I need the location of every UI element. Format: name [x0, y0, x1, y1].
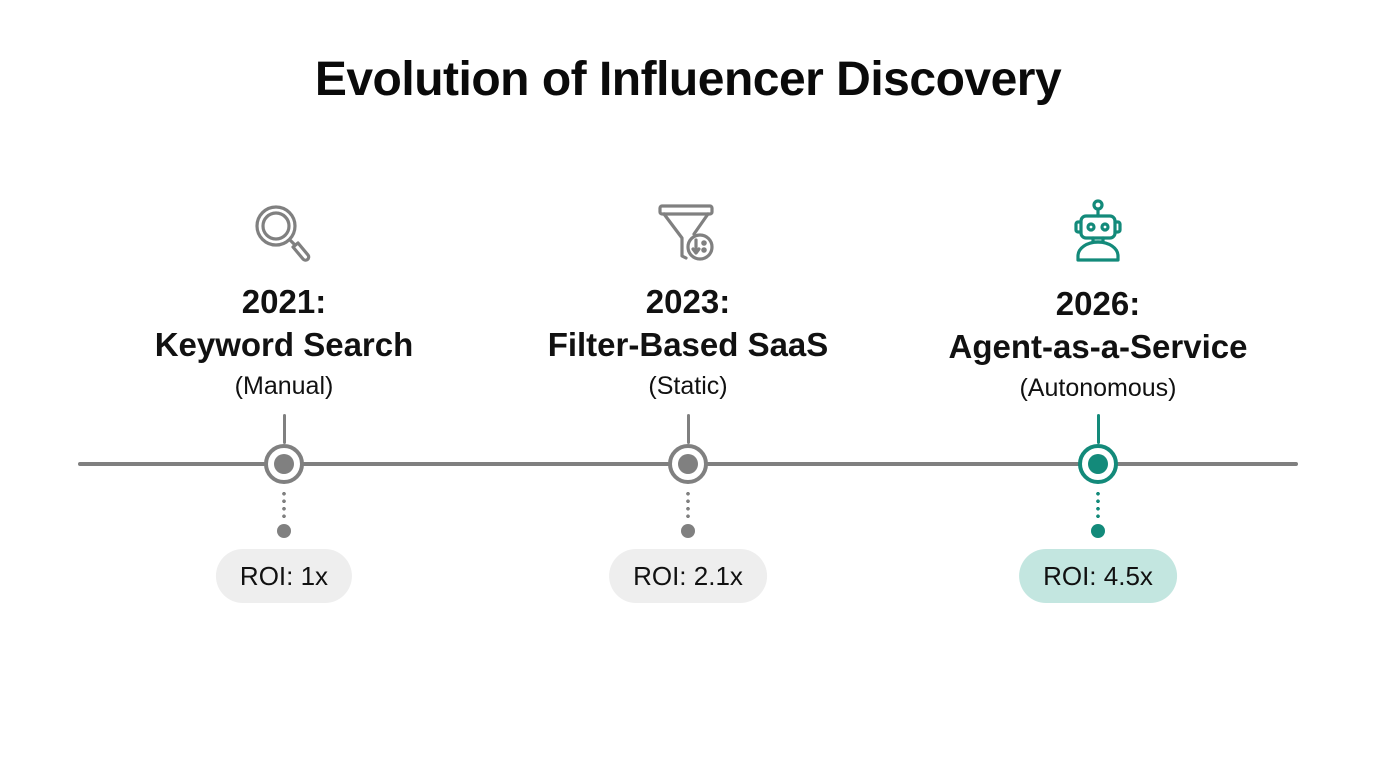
- stage-mode: (Manual): [234, 372, 334, 400]
- timeline-stage-2023: 2023: Filter-Based SaaS (Static) ROI: 2.…: [488, 0, 888, 768]
- timeline-node-highlighted: [1078, 444, 1118, 484]
- dotted-connector: [282, 490, 286, 520]
- connector-endpoint: [681, 524, 695, 538]
- roi-badge: ROI: 2.1x: [609, 549, 767, 603]
- stage-stem: [686, 414, 690, 444]
- stage-stem: [282, 414, 286, 444]
- stage-stem: [1096, 414, 1100, 444]
- connector-endpoint: [277, 524, 291, 538]
- roi-badge: ROI: 1x: [215, 549, 353, 603]
- timeline-node: [668, 444, 708, 484]
- stage-name: Keyword Search: [154, 326, 414, 363]
- dotted-connector: [686, 490, 690, 520]
- timeline-node: [264, 444, 304, 484]
- stage-year: 2021:: [241, 283, 327, 320]
- timeline-stage-2021: 2021: Keyword Search (Manual) ROI: 1x: [84, 0, 484, 768]
- magnifier-search-icon: [255, 205, 311, 262]
- stage-mode: (Static): [648, 372, 728, 400]
- connector-endpoint: [1091, 524, 1105, 538]
- timeline-stage-2026: 2026: Agent-as-a-Service (Autonomous) RO…: [898, 0, 1298, 768]
- stage-year: 2026:: [1055, 285, 1141, 322]
- stage-name: Agent-as-a-Service: [948, 328, 1248, 365]
- diagram-title: Evolution of Influencer Discovery: [314, 53, 1062, 106]
- stage-name: Filter-Based SaaS: [547, 326, 829, 363]
- dotted-connector: [1096, 490, 1100, 520]
- funnel-filter-icon: [658, 204, 714, 261]
- roi-badge-highlighted: ROI: 4.5x: [1019, 549, 1177, 603]
- stage-mode: (Autonomous): [1019, 374, 1177, 402]
- robot-agent-icon: [1074, 199, 1122, 262]
- stage-year: 2023:: [645, 283, 731, 320]
